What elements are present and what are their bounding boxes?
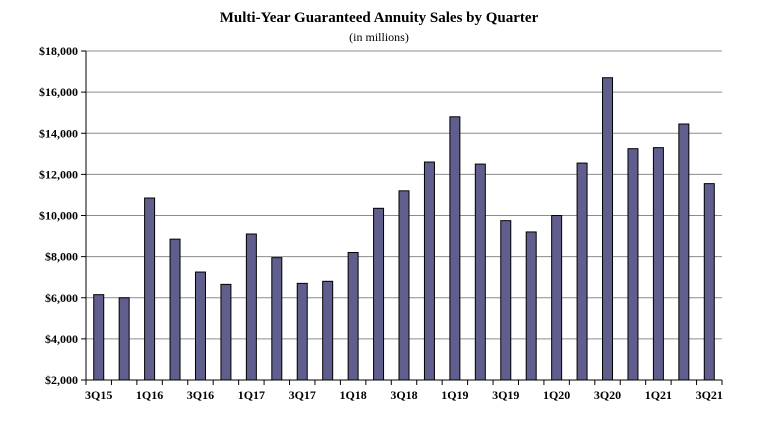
bar-3Q19 (500, 220, 512, 381)
bar-3Q21 (703, 183, 715, 381)
bar-4Q18 (423, 161, 435, 381)
chart-title: Multi-Year Guaranteed Annuity Sales by Q… (219, 10, 539, 26)
x-tick-label: 3Q19 (492, 388, 519, 402)
x-tick-label: 1Q19 (441, 388, 468, 402)
x-tick-label: 3Q21 (696, 388, 723, 402)
y-tick-label: $6,000 (45, 291, 78, 305)
bar-2Q17 (271, 257, 283, 381)
bar-4Q17 (322, 280, 334, 381)
bar-2Q19 (474, 163, 486, 381)
bar-3Q17 (296, 282, 308, 381)
y-tick-label: $14,000 (39, 126, 78, 140)
bar-4Q15 (118, 297, 130, 381)
bar-4Q20 (627, 148, 639, 381)
x-tick-label: 1Q21 (645, 388, 672, 402)
bar-2Q16 (169, 238, 181, 381)
bar-2Q20 (576, 162, 588, 381)
x-tick-label: 3Q17 (289, 388, 316, 402)
y-tick-label: $8,000 (45, 250, 78, 264)
bar-2Q21 (678, 123, 690, 381)
bar-3Q20 (602, 77, 614, 381)
x-tick-label: 1Q20 (543, 388, 570, 402)
x-tick-label: 3Q18 (390, 388, 417, 402)
x-tick-label: 3Q15 (85, 388, 112, 402)
bar-4Q16 (220, 283, 232, 381)
bar-2Q18 (373, 207, 385, 381)
y-tick-label: $16,000 (39, 85, 78, 99)
bar-3Q15 (93, 294, 105, 381)
y-tick-label: $2,000 (45, 373, 78, 387)
x-tick-label: 1Q18 (339, 388, 366, 402)
y-tick-label: $10,000 (39, 209, 78, 223)
bar-3Q16 (194, 271, 206, 381)
bar-4Q19 (525, 231, 537, 381)
bar-1Q18 (347, 252, 359, 381)
x-tick-label: 3Q16 (187, 388, 214, 402)
x-tick-label: 3Q20 (594, 388, 621, 402)
bar-1Q20 (551, 215, 563, 381)
x-tick-label: 1Q16 (136, 388, 163, 402)
bar-1Q17 (245, 233, 257, 381)
bar-1Q19 (449, 116, 461, 381)
y-tick-label: $12,000 (39, 167, 78, 181)
bar-1Q16 (144, 197, 156, 381)
x-tick-label: 1Q17 (238, 388, 265, 402)
y-tick-label: $18,000 (39, 44, 78, 58)
chart-subtitle: (in millions) (349, 30, 409, 44)
bar-3Q18 (398, 190, 410, 381)
bar-1Q21 (652, 147, 664, 381)
y-tick-label: $4,000 (45, 332, 78, 346)
